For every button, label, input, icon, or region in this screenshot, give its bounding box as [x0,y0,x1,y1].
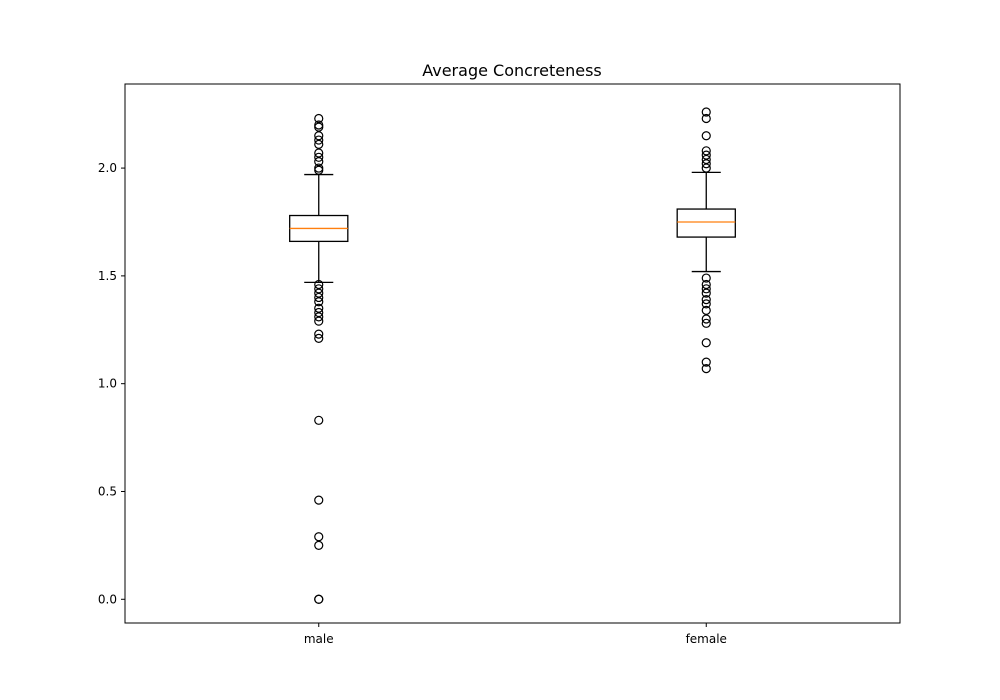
outlier-point [701,131,711,141]
y-tick-label: 1.0 [98,377,117,391]
box-group-male [289,113,349,604]
outlier-point [314,157,324,167]
outlier-point [701,299,711,309]
outlier-point [701,159,711,169]
outlier-point [314,540,324,550]
outlier-point [314,288,324,298]
outlier-point [314,279,324,290]
outlier-point [701,318,711,328]
outlier-point [314,307,324,318]
outlier-point [701,273,711,283]
y-tick-label: 0.5 [98,484,117,498]
outlier-point [701,113,711,124]
outlier-point [314,284,324,294]
outlier-point [314,292,324,303]
outlier-point [314,113,324,124]
outlier-point [314,122,324,132]
outlier-point [701,288,711,298]
outlier-point [701,154,711,165]
outlier-point [701,357,711,367]
outlier-point [314,495,324,505]
outlier-point [701,284,711,294]
chart-title: Average Concreteness [422,61,602,80]
axes-frame [124,83,901,624]
box-group-female [676,107,736,374]
outlier-point [314,333,324,344]
y-tick-label: 2.0 [98,161,117,175]
outlier-point [314,131,324,141]
outlier-point [701,279,711,290]
outlier-point [314,312,324,322]
iqr-box [676,208,736,238]
outlier-point [701,150,711,160]
outlier-point [314,139,324,149]
outlier-point [314,594,324,604]
outlier-point [314,135,324,145]
x-tick-label: male [304,632,334,646]
outlier-point [314,316,324,326]
outlier-point [701,363,711,374]
outlier-point [314,329,324,339]
x-tick-label: female [686,632,727,646]
y-tick-label: 0.0 [98,592,117,606]
y-tick-label: 1.5 [98,269,117,283]
outlier-point [314,148,324,158]
outlier-point [701,146,711,156]
outlier-point [701,338,711,348]
outlier-point [701,107,711,117]
outlier-point [701,314,711,324]
outlier-point [701,295,711,305]
outlier-point [314,532,324,542]
outlier-point [314,303,324,313]
axes: 0.0 0.5 1.0 1.5 2.0 male female [98,161,727,646]
outlier-point [701,163,711,173]
outlier-point [314,152,324,162]
outlier-point [314,297,324,307]
outlier-point [314,415,324,425]
plot-area [289,107,736,604]
outlier-point [701,305,711,315]
outlier-point [314,165,324,175]
